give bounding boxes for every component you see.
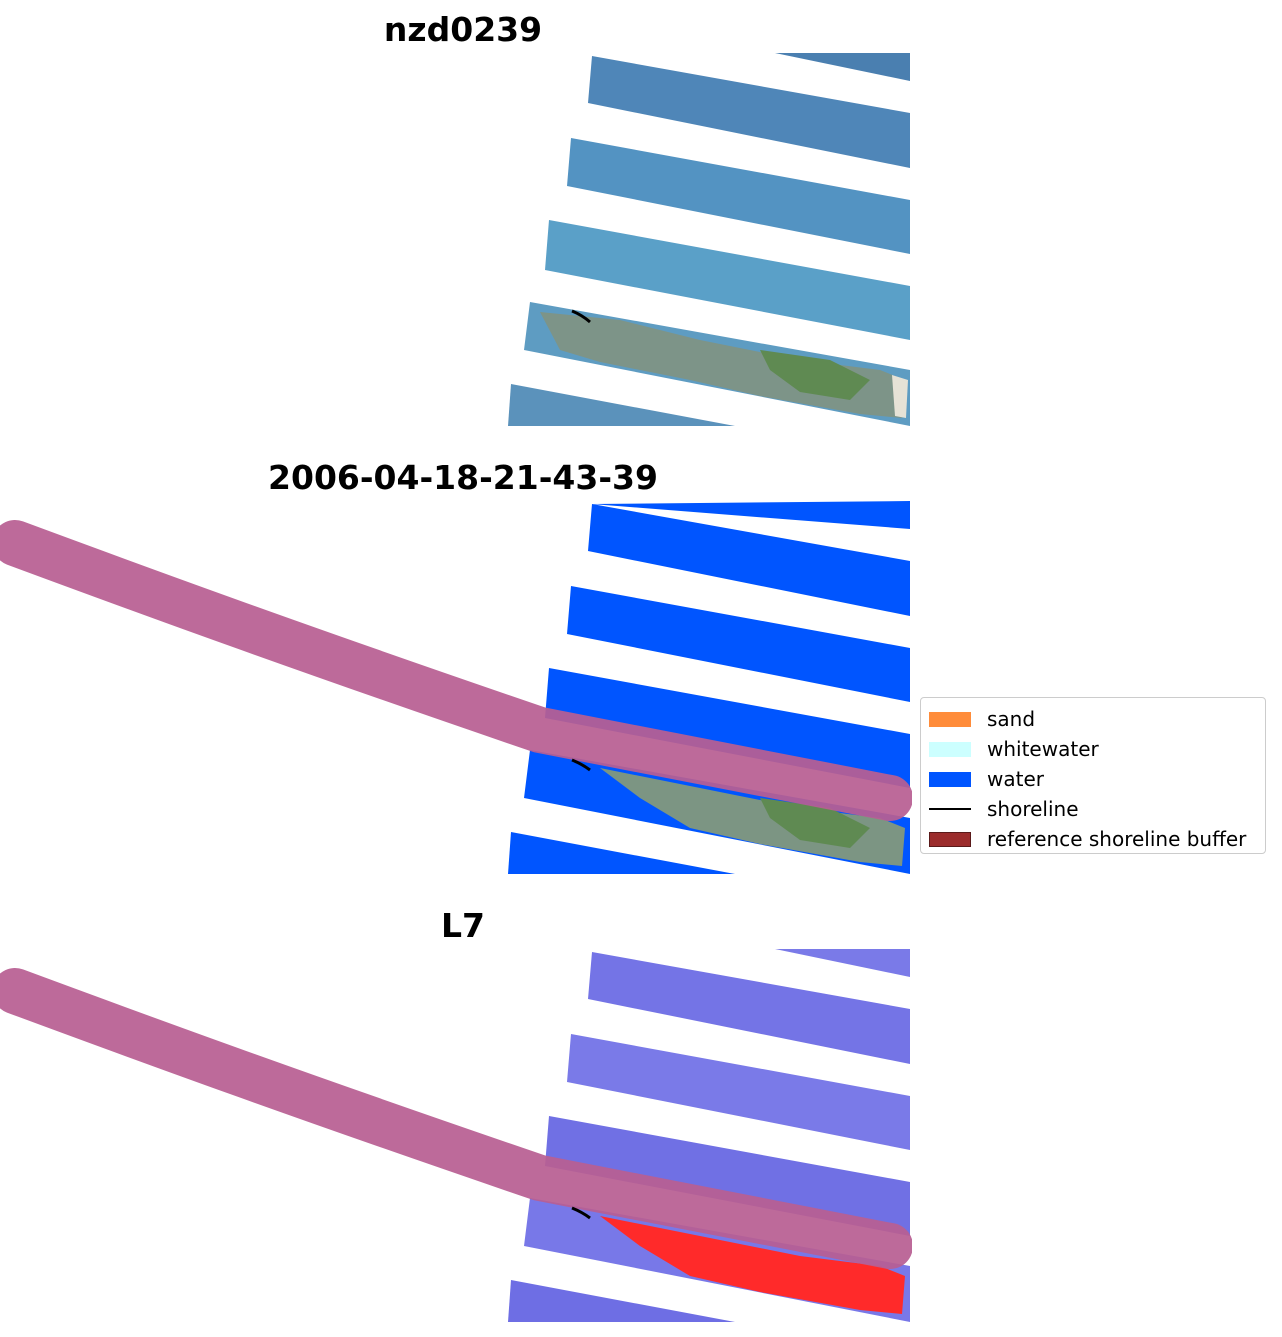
rgb-strip-3 bbox=[567, 138, 910, 254]
reference-buffer bbox=[0, 520, 912, 821]
legend: sand whitewater water shoreline referenc… bbox=[920, 697, 1266, 854]
legend-label: water bbox=[987, 767, 1044, 791]
rgb-strip-1 bbox=[775, 53, 910, 81]
whitewater-swatch bbox=[929, 741, 971, 757]
water-strip-4 bbox=[545, 668, 910, 788]
classified-vegetation bbox=[760, 798, 870, 848]
classified-image-panel bbox=[0, 501, 912, 874]
panel-title-classified: 2006-04-18-21-43-39 bbox=[268, 458, 658, 497]
water-strip-1 bbox=[592, 501, 910, 529]
legend-item-water: water bbox=[929, 764, 1257, 794]
legend-label: whitewater bbox=[987, 737, 1099, 761]
mndwi-strip-3 bbox=[567, 1034, 910, 1150]
water-swatch bbox=[929, 771, 971, 787]
panel-title-rgb: nzd0239 bbox=[383, 10, 543, 49]
shoreline-segment bbox=[571, 758, 591, 772]
legend-label: shoreline bbox=[987, 797, 1079, 821]
rgb-strip-4 bbox=[545, 220, 910, 340]
shoreline-segment bbox=[571, 309, 591, 324]
mndwi-strip-4 bbox=[545, 1116, 910, 1236]
shoreline-segment bbox=[571, 1206, 591, 1220]
mndwi-strip-6 bbox=[508, 1280, 735, 1322]
rgb-strip-2 bbox=[588, 56, 910, 168]
reference-buffer bbox=[0, 968, 912, 1269]
rgb-beach bbox=[892, 375, 908, 418]
legend-item-sand: sand bbox=[929, 704, 1257, 734]
water-strip-3 bbox=[567, 586, 910, 702]
rgb-strip-6 bbox=[508, 384, 735, 426]
water-strip-6 bbox=[508, 832, 735, 874]
mndwi-strip-2 bbox=[588, 952, 910, 1064]
legend-label: sand bbox=[987, 707, 1036, 731]
mndwi-image-panel bbox=[0, 949, 912, 1322]
legend-item-whitewater: whitewater bbox=[929, 734, 1257, 764]
water-strip-2 bbox=[588, 504, 910, 616]
buffer-swatch bbox=[929, 831, 971, 847]
rgb-image-panel bbox=[508, 53, 910, 426]
legend-item-reference-buffer: reference shoreline buffer bbox=[929, 824, 1257, 854]
shoreline-line-icon bbox=[929, 808, 971, 810]
legend-label: reference shoreline buffer bbox=[987, 827, 1247, 851]
sand-swatch bbox=[929, 711, 971, 727]
mndwi-sand-region bbox=[600, 1216, 905, 1314]
legend-item-shoreline: shoreline bbox=[929, 794, 1257, 824]
panel-title-mndwi: L7 bbox=[441, 906, 485, 945]
mndwi-strip-1 bbox=[775, 949, 910, 977]
rgb-vegetation bbox=[760, 350, 870, 400]
